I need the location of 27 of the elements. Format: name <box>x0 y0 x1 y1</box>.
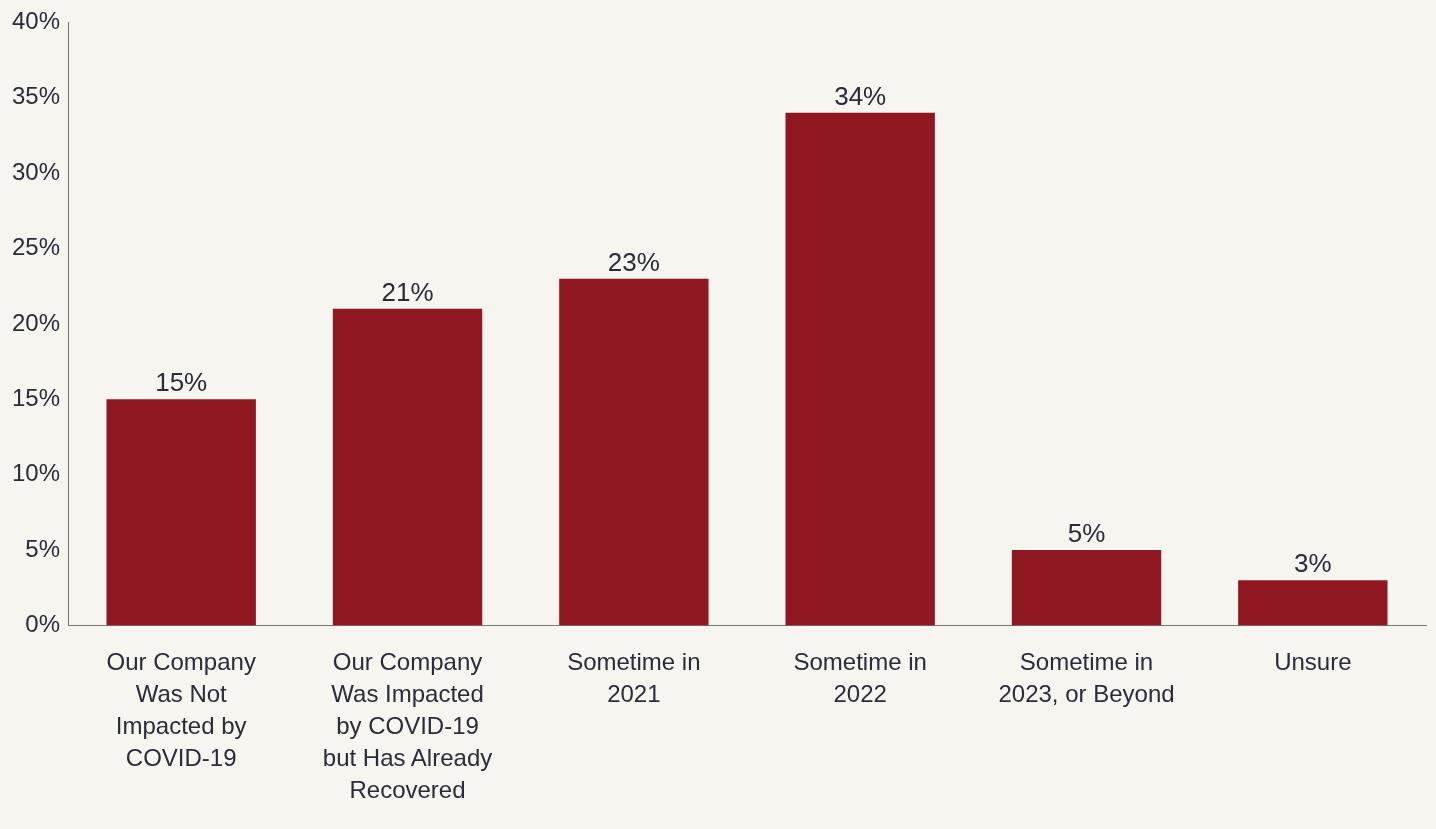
data-label: 23% <box>607 246 660 277</box>
data-label: 3% <box>1294 548 1332 579</box>
data-label: 5% <box>1067 518 1106 549</box>
y-tick-label: 30% <box>11 157 61 185</box>
y-tick-label: 20% <box>11 308 61 336</box>
bar <box>106 399 256 626</box>
data-label: 21% <box>381 277 434 307</box>
x-tick-label: Our Company Was Not Impacted by COVID-19 <box>106 647 256 771</box>
bar <box>1011 550 1162 626</box>
data-label: 34% <box>834 81 887 112</box>
y-tick-label: 15% <box>11 383 61 411</box>
x-tick-label: Sometime in 2021 <box>567 647 701 707</box>
y-tick-label: 40% <box>11 7 61 35</box>
data-label: 15% <box>155 367 208 398</box>
x-tick-label: Our Company Was Impacted by COVID-19 but Has Already Recovered <box>322 647 493 803</box>
bar <box>1238 580 1388 626</box>
y-tick-label: 25% <box>11 233 61 261</box>
y-tick-label: 5% <box>25 534 61 562</box>
x-tick-label: Sometime in 2022 <box>793 647 927 707</box>
y-tick-label: 0% <box>25 610 61 638</box>
y-tick-label: 10% <box>11 459 61 487</box>
bar <box>332 308 483 626</box>
y-tick-label: 35% <box>11 82 61 110</box>
x-tick-label: Unsure <box>1274 647 1352 675</box>
x-tick-label: Sometime in 2023, or Beyond <box>998 647 1175 707</box>
bar <box>785 112 935 626</box>
bar <box>559 278 709 626</box>
